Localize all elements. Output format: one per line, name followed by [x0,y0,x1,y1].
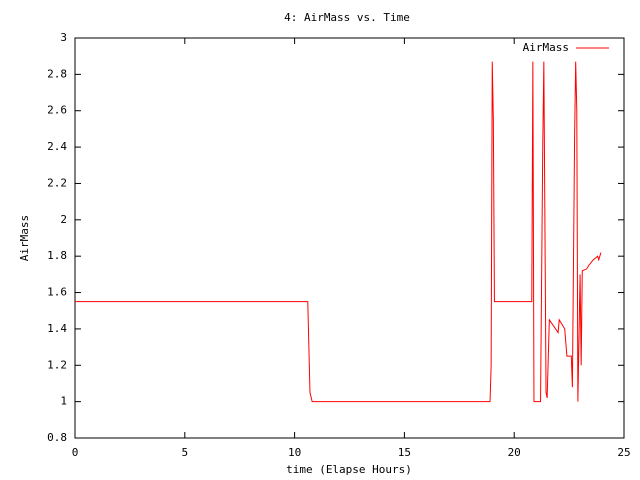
x-tick-label: 0 [72,446,79,459]
y-tick-label: 1.2 [47,358,67,371]
x-tick-label: 10 [288,446,301,459]
y-tick-label: 3 [60,31,67,44]
y-tick-label: 2.2 [47,176,67,189]
y-tick-label: 1.6 [47,286,67,299]
y-axis-label: AirMass [18,215,31,261]
x-axis-label: time (Elapse Hours) [286,463,412,476]
x-tick-label: 25 [617,446,630,459]
chart-title: 4: AirMass vs. Time [284,11,410,24]
x-tick-label: 5 [181,446,188,459]
plot-border [74,37,625,439]
y-tick-label: 2 [60,213,67,226]
x-tick-label: 15 [398,446,411,459]
y-tick-label: 2.6 [47,104,67,117]
y-tick-label: 1.8 [47,249,67,262]
y-tick-label: 2.8 [47,67,67,80]
data-line [75,61,602,403]
y-tick-label: 2.4 [47,140,67,153]
legend-label: AirMass [523,41,569,54]
y-tick-label: 0.8 [47,431,67,444]
y-tick-label: 1 [60,395,67,408]
x-tick-label: 20 [508,446,521,459]
y-tick-label: 1.4 [47,322,67,335]
